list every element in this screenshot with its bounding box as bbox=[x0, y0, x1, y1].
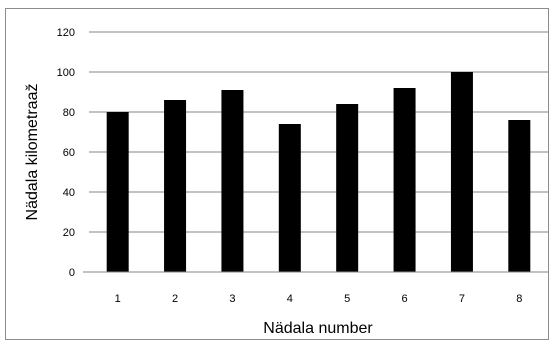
bar-1 bbox=[106, 112, 129, 272]
bar-6 bbox=[393, 88, 416, 272]
bar-8 bbox=[508, 120, 531, 272]
x-tick-label: 7 bbox=[459, 293, 465, 305]
bar-4 bbox=[278, 124, 301, 272]
bar-2 bbox=[164, 100, 187, 272]
x-tick-label: 5 bbox=[344, 293, 350, 305]
x-tick-label: 1 bbox=[115, 293, 121, 305]
y-tick-label: 0 bbox=[69, 267, 75, 279]
x-tick-label: 8 bbox=[516, 293, 522, 305]
bar-7 bbox=[450, 72, 473, 272]
y-tick-labels: 0 20 40 60 80 100 120 bbox=[57, 27, 75, 279]
x-axis-title: Nädala number bbox=[263, 320, 373, 337]
x-tick-label: 6 bbox=[402, 293, 408, 305]
y-axis-title: Nädala kilometraaž bbox=[24, 84, 41, 221]
y-tick-label: 100 bbox=[57, 67, 75, 79]
bars bbox=[106, 72, 531, 272]
x-tick-label: 4 bbox=[287, 293, 293, 305]
y-tick-label: 40 bbox=[63, 187, 75, 199]
x-tick-labels: 1 2 3 4 5 6 7 8 bbox=[115, 293, 523, 305]
y-tick-label: 80 bbox=[63, 107, 75, 119]
gridlines bbox=[89, 31, 548, 233]
x-tick-label: 2 bbox=[172, 293, 178, 305]
bar-3 bbox=[221, 90, 244, 272]
bar-5 bbox=[336, 104, 359, 272]
x-tick-label: 3 bbox=[229, 293, 235, 305]
y-tick-label: 60 bbox=[63, 147, 75, 159]
y-tick-label: 120 bbox=[57, 27, 75, 39]
y-tick-label: 20 bbox=[63, 227, 75, 239]
